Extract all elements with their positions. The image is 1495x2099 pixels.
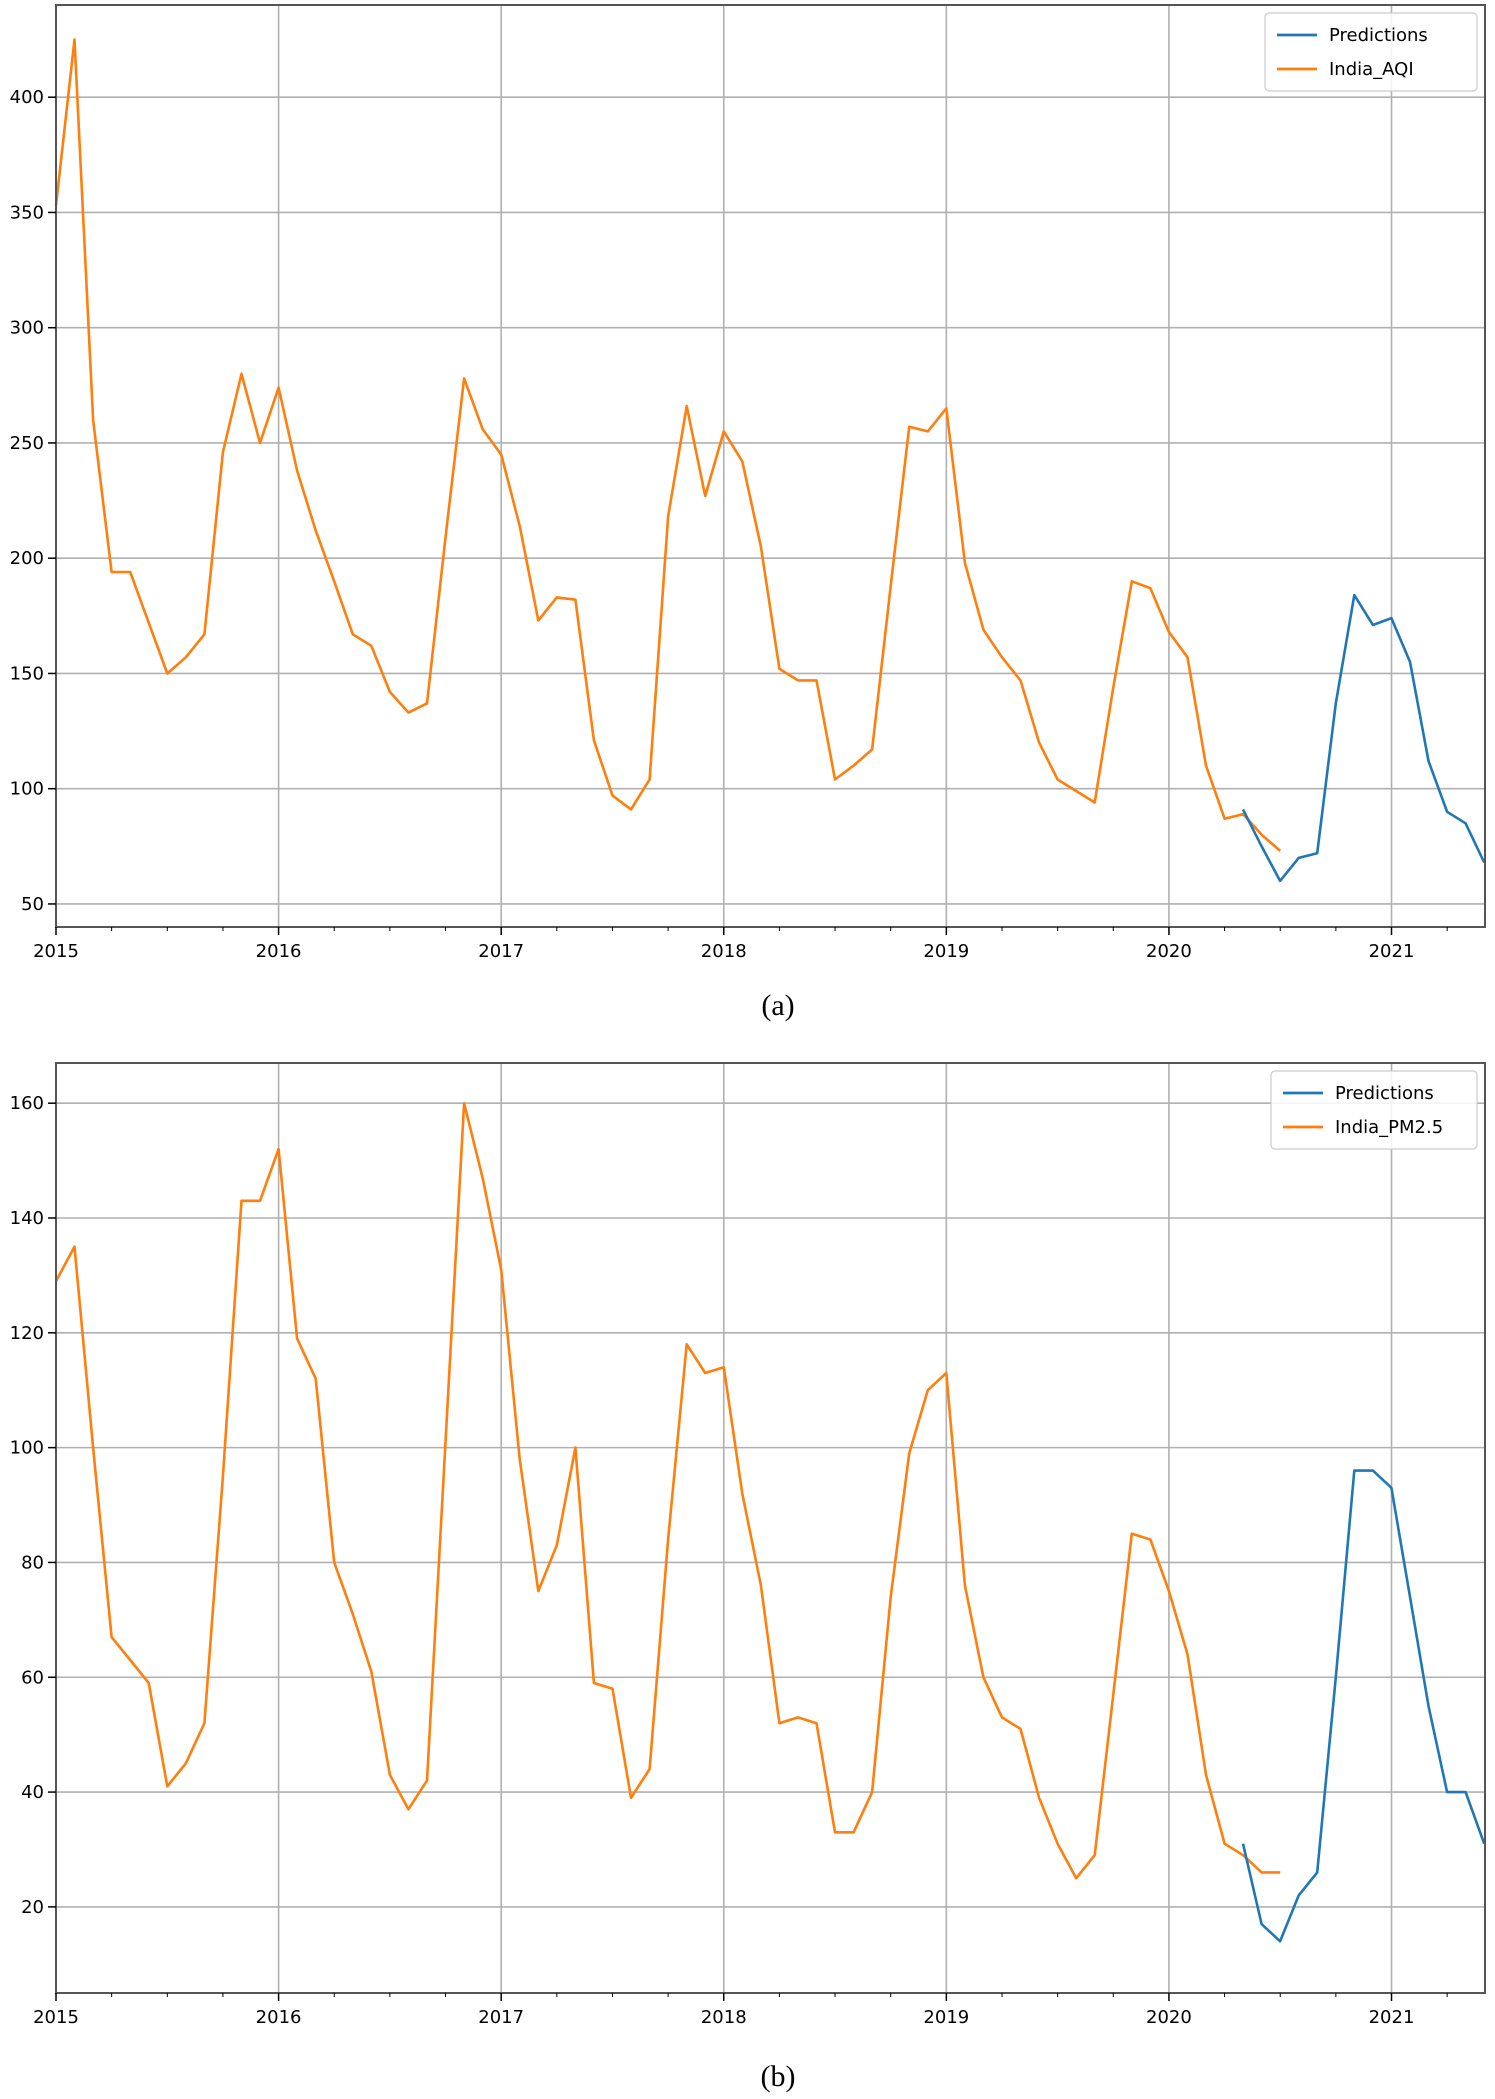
series-line-india-pm2-5 — [54, 1101, 1281, 1880]
y-tick-label: 20 — [21, 1897, 44, 1918]
legend-box-b — [1270, 1070, 1478, 1150]
series-line-predictions — [1241, 593, 1486, 883]
legend-label-india-aqi: India_AQI — [1329, 59, 1414, 80]
x-tick-label: 2017 — [478, 2007, 524, 2028]
x-tick-label: 2018 — [701, 2007, 747, 2028]
grid-a — [55, 5, 1485, 927]
y-tick-label: 80 — [21, 1552, 44, 1573]
y-tick-label: 120 — [10, 1323, 44, 1344]
series-line-india-aqi — [54, 38, 1282, 852]
x-tick-label: 2015 — [33, 2007, 79, 2028]
ticks-a: 2015 2016 2017 2018 2019 2020 2021 50 100 150 200 2… — [10, 87, 1448, 962]
chart-panel-b: 2015 2016 2017 2018 2019 2020 2021 20 40 60 80 100 1… — [10, 1062, 1486, 2093]
plot-frame-a — [55, 4, 1486, 928]
x-tick-label: 2021 — [1369, 941, 1415, 962]
y-tick-label: 100 — [10, 779, 44, 800]
x-tick-label: 2016 — [256, 941, 302, 962]
legend-label-predictions-b: Predictions — [1335, 1083, 1434, 1104]
y-tick-label: 100 — [10, 1438, 44, 1459]
grid-b — [55, 1063, 1485, 1993]
y-tick-label: 250 — [10, 433, 44, 454]
x-tick-label: 2020 — [1146, 941, 1192, 962]
series-a — [54, 38, 1486, 883]
y-tick-label: 300 — [10, 318, 44, 339]
caption-b: (b) — [761, 2060, 796, 2093]
legend-box-a — [1264, 12, 1478, 92]
y-tick-label: 140 — [10, 1208, 44, 1229]
x-tick-label: 2019 — [923, 941, 969, 962]
x-tick-label: 2018 — [701, 941, 747, 962]
legend-label-india-pm25: India_PM2.5 — [1335, 1117, 1443, 1138]
y-tick-label: 350 — [10, 202, 44, 223]
legend-a: Predictions India_AQI — [1264, 12, 1478, 92]
y-tick-label: 200 — [10, 548, 44, 569]
x-tick-label: 2017 — [478, 941, 524, 962]
x-tick-label: 2019 — [923, 2007, 969, 2028]
legend-label-predictions-a: Predictions — [1329, 25, 1428, 46]
ticks-b: 2015 2016 2017 2018 2019 2020 2021 20 40 60 80 100 1… — [10, 1093, 1448, 2028]
series-line-predictions — [1241, 1469, 1486, 1943]
y-tick-label: 400 — [10, 87, 44, 108]
y-tick-label: 40 — [21, 1782, 44, 1803]
series-b — [54, 1101, 1486, 1943]
y-tick-label: 50 — [21, 894, 44, 915]
y-tick-label: 160 — [10, 1093, 44, 1114]
chart-panel-a: 2015 2016 2017 2018 2019 2020 2021 50 100 150 200 2… — [10, 4, 1486, 1022]
y-tick-label: 60 — [21, 1667, 44, 1688]
plot-frame-b — [55, 1062, 1486, 1994]
legend-b: Predictions India_PM2.5 — [1270, 1070, 1478, 1150]
x-tick-label: 2021 — [1369, 2007, 1415, 2028]
x-tick-label: 2020 — [1146, 2007, 1192, 2028]
x-tick-label: 2016 — [256, 2007, 302, 2028]
x-tick-label: 2015 — [33, 941, 79, 962]
y-tick-label: 150 — [10, 663, 44, 684]
caption-a: (a) — [761, 989, 794, 1022]
